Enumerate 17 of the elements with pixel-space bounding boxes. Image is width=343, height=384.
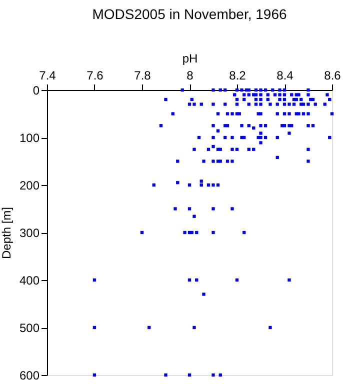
x-tick-label: 8.6 <box>324 68 342 82</box>
y-tick-label: 400 <box>19 274 40 288</box>
x-tick-label: 7.6 <box>86 68 104 82</box>
chart-title: MODS2005 in November, 1966 <box>92 6 287 22</box>
y-tick-label: 0 <box>32 84 40 98</box>
y-tick-label: 300 <box>19 226 40 240</box>
y-tick-label: 200 <box>19 178 40 192</box>
y-tick-label: 500 <box>19 321 40 335</box>
x-tick-label: 7.8 <box>134 68 152 82</box>
y-tick-label: 100 <box>19 131 40 145</box>
x-axis-title: pH <box>182 52 198 66</box>
x-tick-label: 8 <box>186 68 194 82</box>
x-tick-label: 7.4 <box>39 68 56 82</box>
x-tick-label: 8.4 <box>276 68 294 82</box>
y-tick-label: 600 <box>19 368 40 382</box>
x-tick-label: 8.2 <box>229 68 246 82</box>
y-axis-title: Depth [m] <box>0 206 14 260</box>
